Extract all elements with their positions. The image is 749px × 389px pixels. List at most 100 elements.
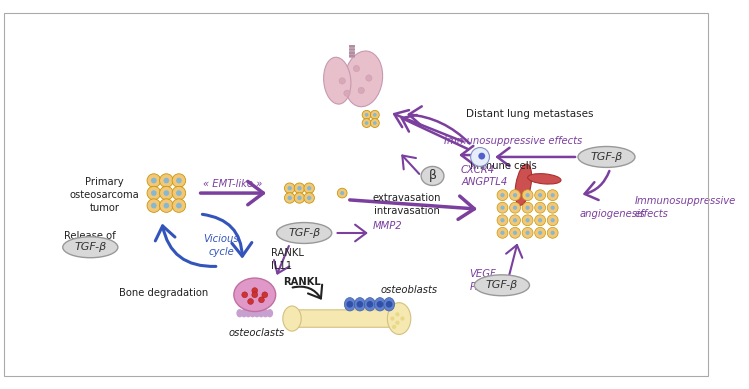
- Circle shape: [242, 292, 248, 298]
- Circle shape: [344, 90, 350, 96]
- Ellipse shape: [254, 309, 260, 317]
- Circle shape: [339, 78, 345, 84]
- Ellipse shape: [267, 309, 273, 317]
- Text: Bone degradation: Bone degradation: [119, 288, 208, 298]
- Circle shape: [160, 174, 173, 187]
- Ellipse shape: [345, 51, 383, 107]
- Circle shape: [526, 218, 530, 223]
- Text: TGF-β: TGF-β: [486, 280, 518, 290]
- Circle shape: [497, 228, 508, 238]
- Ellipse shape: [387, 303, 410, 335]
- Text: osteoblasts: osteoblasts: [380, 285, 437, 295]
- Circle shape: [401, 317, 404, 321]
- Circle shape: [357, 301, 363, 308]
- Text: RANKL
IL11: RANKL IL11: [271, 249, 304, 271]
- Text: Distant lung metastases: Distant lung metastases: [466, 109, 593, 119]
- Circle shape: [392, 325, 396, 329]
- Text: Immunosuppressive effects: Immunosuppressive effects: [444, 136, 583, 146]
- Circle shape: [509, 190, 521, 201]
- Circle shape: [252, 292, 258, 298]
- Text: extravasation
intravasation: extravasation intravasation: [372, 193, 441, 216]
- Ellipse shape: [258, 309, 264, 317]
- Circle shape: [522, 202, 533, 213]
- Circle shape: [366, 75, 372, 81]
- Circle shape: [371, 110, 379, 119]
- Circle shape: [500, 231, 505, 235]
- Text: MMP2: MMP2: [373, 221, 402, 231]
- Circle shape: [509, 228, 521, 238]
- Circle shape: [522, 190, 533, 201]
- Circle shape: [151, 190, 157, 196]
- Circle shape: [551, 218, 555, 223]
- Circle shape: [386, 301, 392, 308]
- Circle shape: [297, 186, 302, 191]
- Bar: [348, 49, 355, 51]
- Circle shape: [151, 203, 157, 209]
- Text: Vicious
cycle: Vicious cycle: [204, 234, 239, 257]
- Circle shape: [500, 218, 505, 223]
- Bar: [349, 45, 354, 57]
- Text: osteoclasts: osteoclasts: [228, 328, 285, 338]
- Text: angiogenesis: angiogenesis: [580, 209, 646, 219]
- Circle shape: [366, 301, 373, 308]
- Circle shape: [365, 113, 369, 117]
- Ellipse shape: [527, 173, 561, 184]
- Circle shape: [307, 186, 312, 191]
- Circle shape: [535, 202, 545, 213]
- Circle shape: [163, 178, 169, 183]
- Circle shape: [294, 193, 305, 203]
- Circle shape: [497, 190, 508, 201]
- Circle shape: [373, 113, 377, 117]
- Text: Release of: Release of: [64, 231, 116, 241]
- Circle shape: [172, 186, 186, 200]
- Circle shape: [347, 301, 354, 308]
- Circle shape: [513, 206, 517, 210]
- Circle shape: [288, 196, 292, 200]
- Circle shape: [304, 183, 315, 193]
- Circle shape: [513, 193, 517, 197]
- Circle shape: [377, 301, 383, 308]
- Ellipse shape: [374, 298, 386, 311]
- Ellipse shape: [421, 166, 444, 186]
- Circle shape: [538, 218, 542, 223]
- Ellipse shape: [63, 237, 118, 258]
- Circle shape: [163, 203, 169, 209]
- Circle shape: [538, 231, 542, 235]
- Ellipse shape: [262, 309, 269, 317]
- Circle shape: [500, 193, 505, 197]
- Circle shape: [337, 188, 347, 198]
- Circle shape: [252, 288, 258, 294]
- Circle shape: [285, 193, 295, 203]
- Bar: [348, 55, 355, 57]
- Circle shape: [548, 215, 558, 226]
- Circle shape: [500, 206, 505, 210]
- Circle shape: [147, 199, 160, 212]
- Circle shape: [304, 193, 315, 203]
- Circle shape: [538, 206, 542, 210]
- Ellipse shape: [249, 309, 256, 317]
- Circle shape: [373, 121, 377, 125]
- Text: TGF-β: TGF-β: [288, 228, 321, 238]
- Circle shape: [535, 190, 545, 201]
- Circle shape: [371, 119, 379, 128]
- Circle shape: [354, 65, 360, 72]
- Ellipse shape: [578, 147, 635, 167]
- Ellipse shape: [365, 298, 375, 311]
- Circle shape: [497, 202, 508, 213]
- Circle shape: [358, 87, 364, 94]
- Text: Immunosuppressive
effects: Immunosuppressive effects: [635, 196, 736, 219]
- Circle shape: [176, 190, 182, 196]
- Ellipse shape: [245, 309, 252, 317]
- Circle shape: [513, 218, 517, 223]
- Ellipse shape: [345, 298, 355, 311]
- Circle shape: [160, 186, 173, 200]
- Circle shape: [470, 147, 489, 166]
- Circle shape: [548, 228, 558, 238]
- Text: TGF-β: TGF-β: [590, 152, 622, 162]
- Ellipse shape: [324, 57, 351, 104]
- FancyBboxPatch shape: [294, 310, 399, 327]
- Circle shape: [151, 178, 157, 183]
- Circle shape: [160, 199, 173, 212]
- Ellipse shape: [515, 164, 532, 205]
- Circle shape: [390, 317, 395, 321]
